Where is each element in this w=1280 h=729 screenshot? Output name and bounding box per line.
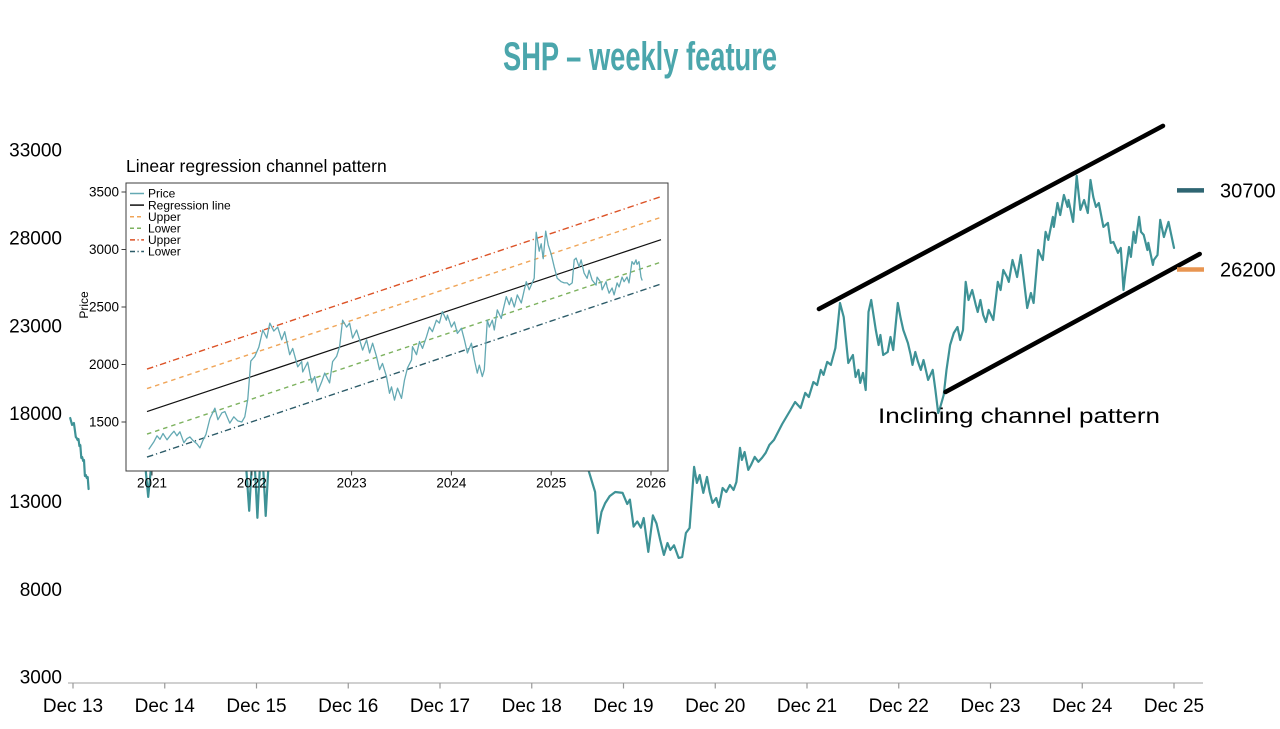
x-tick-label: Dec 15 bbox=[226, 696, 286, 717]
inset-upper-inner-line bbox=[146, 216, 662, 390]
price-callouts: 30700 26200 bbox=[1177, 180, 1276, 281]
page-title: SHP – weekly feature bbox=[503, 35, 777, 79]
y-tick-label: 18000 bbox=[9, 404, 62, 425]
x-tick-label: Dec 25 bbox=[1144, 696, 1204, 717]
y-tick-label: 23000 bbox=[9, 316, 62, 337]
inset-lower-inner-line bbox=[146, 261, 662, 435]
inset-x-tick-label: 2023 bbox=[337, 476, 367, 491]
y-tick-label: 33000 bbox=[9, 141, 62, 162]
legend-label: Lower bbox=[148, 222, 181, 236]
legend-label: Price bbox=[148, 187, 176, 201]
inset-price-line bbox=[148, 230, 643, 450]
inset-y-tick-label: 3500 bbox=[89, 185, 119, 200]
x-tick-label: Dec 24 bbox=[1052, 696, 1113, 717]
x-tick-label: Dec 13 bbox=[43, 696, 103, 717]
price-line bbox=[144, 174, 1176, 560]
y-tick-label: 3000 bbox=[20, 668, 62, 689]
x-tick-label: Dec 21 bbox=[777, 696, 837, 717]
y-tick-label: 28000 bbox=[9, 228, 62, 249]
legend-label: Upper bbox=[148, 210, 181, 224]
x-tick-label: Dec 22 bbox=[869, 696, 929, 717]
inset-x-tick-label: 2022 bbox=[237, 476, 267, 491]
x-tick-label: Dec 23 bbox=[960, 696, 1020, 717]
inset-y-tick-label: 2500 bbox=[89, 300, 119, 315]
inset-x-tick-label: 2021 bbox=[137, 476, 167, 491]
inset-y-tick-label: 1500 bbox=[89, 415, 119, 430]
legend-item: Lower bbox=[130, 245, 181, 259]
legend-label: Upper bbox=[148, 233, 181, 247]
price-callout-26200: 26200 bbox=[1177, 259, 1276, 281]
legend-label: Lower bbox=[148, 245, 181, 259]
legend-item: Regression line bbox=[130, 198, 231, 212]
x-tick-label: Dec 19 bbox=[593, 696, 653, 717]
y-tick-label: 13000 bbox=[9, 492, 62, 513]
inset-regression-line bbox=[146, 239, 662, 413]
price-callout-label: 26200 bbox=[1220, 259, 1276, 281]
inset-x-tick-label: 2024 bbox=[436, 476, 467, 491]
inset-y-tick-label: 3000 bbox=[89, 242, 119, 257]
inset-chart: 2021 2022 2023 2024 2025 2026 3500 3000 2500 2000… bbox=[89, 182, 669, 491]
legend-item: Upper bbox=[130, 233, 181, 247]
x-tick-label: Dec 16 bbox=[318, 696, 378, 717]
price-callout-30700: 30700 bbox=[1177, 180, 1276, 202]
legend-item: Lower bbox=[130, 222, 181, 236]
main-chart: Dec 13 Dec 14 Dec 15 Dec 16 Dec 17 Dec 18 Dec … bbox=[9, 123, 1204, 717]
inset-x-tick-label: 2025 bbox=[536, 476, 566, 491]
channel-pattern-annotation: Inclining channel pattern bbox=[878, 405, 1160, 428]
inset-y-tick-label: 2000 bbox=[89, 357, 119, 372]
inset-title: Linear regression channel pattern bbox=[126, 156, 387, 176]
legend-label: Regression line bbox=[148, 198, 231, 212]
channel-lower-line bbox=[943, 251, 1202, 395]
x-tick-label: Dec 18 bbox=[502, 696, 562, 717]
channel-upper-line bbox=[816, 123, 1166, 312]
y-tick-label: 8000 bbox=[20, 580, 62, 601]
legend-item: Price bbox=[130, 187, 176, 201]
price-callout-label: 30700 bbox=[1220, 180, 1276, 202]
x-tick-label: Dec 14 bbox=[135, 696, 196, 717]
inset-x-tick-label: 2026 bbox=[636, 476, 666, 491]
x-tick-label: Dec 17 bbox=[410, 696, 470, 717]
inset-y-axis-label: Price bbox=[77, 291, 91, 319]
legend-item: Upper bbox=[130, 210, 181, 224]
x-tick-label: Dec 20 bbox=[685, 696, 745, 717]
price-line-segment bbox=[69, 416, 90, 491]
inset-plot-area bbox=[125, 182, 669, 472]
